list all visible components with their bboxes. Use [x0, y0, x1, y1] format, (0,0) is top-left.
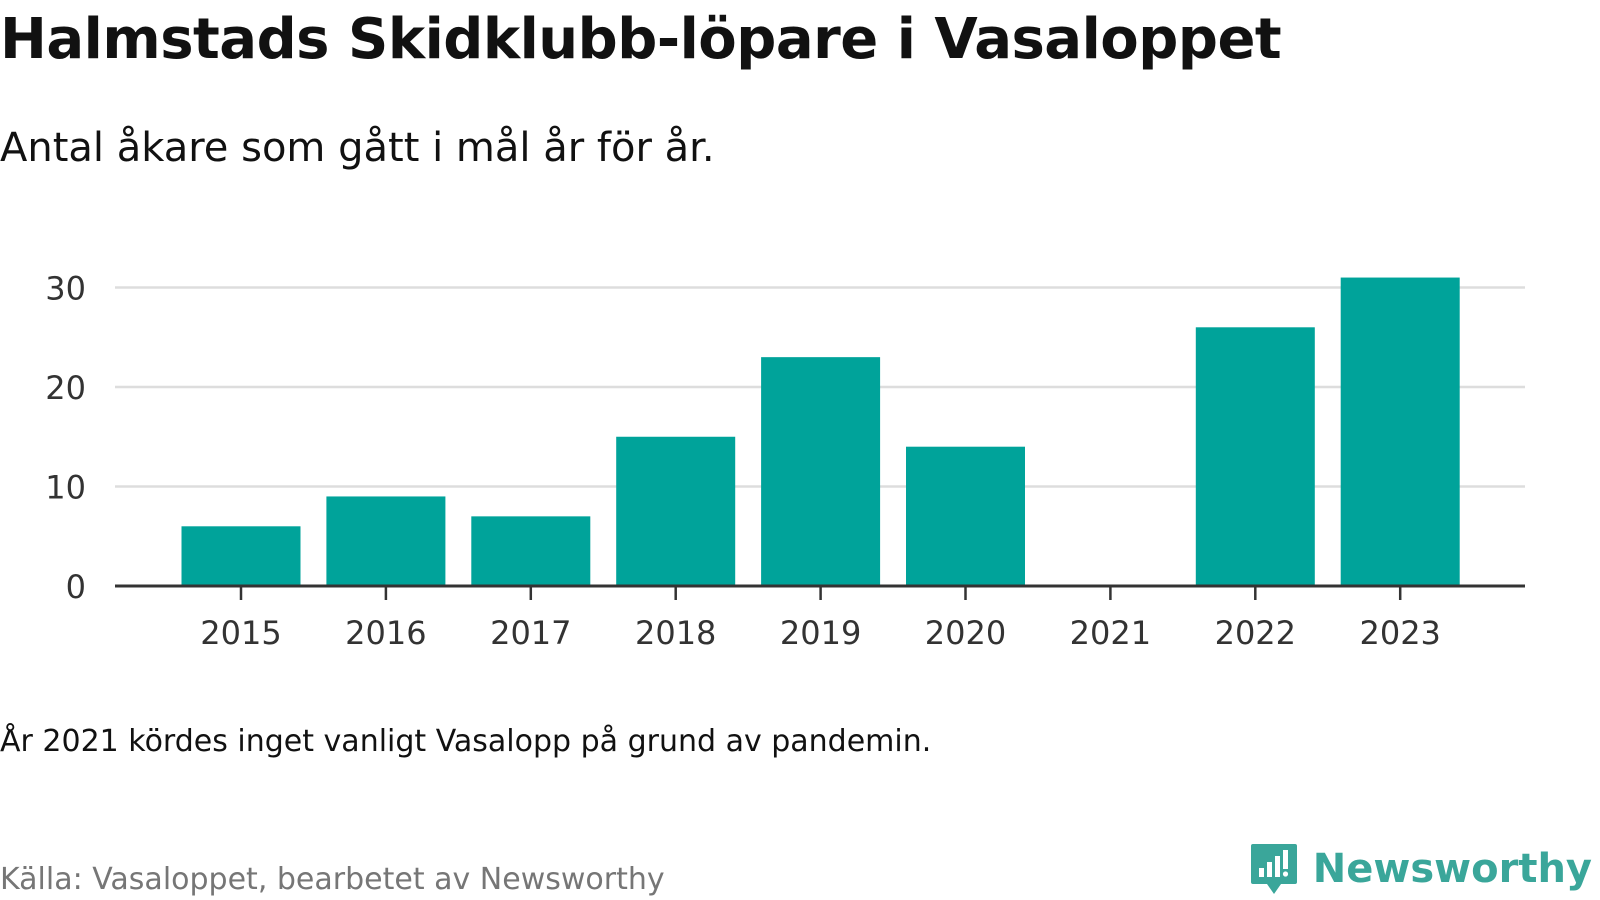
bars: [181, 277, 1460, 586]
bar-2019: [761, 357, 881, 586]
y-tick-label: 10: [45, 469, 86, 507]
y-tick-label: 0: [66, 568, 86, 606]
x-tick-label-2023: 2023: [1359, 614, 1440, 652]
bar-2022: [1195, 327, 1315, 586]
x-tick-label-2022: 2022: [1215, 614, 1296, 652]
bar-2017: [471, 516, 591, 586]
y-tick-label: 30: [45, 270, 86, 308]
x-tick-label-2021: 2021: [1070, 614, 1151, 652]
x-tick-label-2020: 2020: [925, 614, 1006, 652]
chart-footnote: År 2021 kördes inget vanligt Vasalopp på…: [0, 724, 932, 759]
bar-2018: [616, 436, 736, 586]
y-axis-tick-labels: 0 10 20 30: [45, 270, 86, 607]
x-tick-label-2019: 2019: [780, 614, 861, 652]
bar-2015: [181, 526, 301, 586]
chart-title: Halmstads Skidklubb-löpare i Vasaloppet: [0, 7, 1282, 72]
source-credit: Källa: Vasaloppet, bearbetet av Newswort…: [0, 862, 665, 897]
logo-wordmark: Newsworthy: [1312, 846, 1592, 892]
x-tick-label-2015: 2015: [200, 614, 281, 652]
x-tick-label-2018: 2018: [635, 614, 716, 652]
newsworthy-logo-icon: [1250, 844, 1297, 894]
bar-2016: [326, 496, 446, 586]
bar-2023: [1340, 277, 1460, 586]
bar-chart: 0 10 20 30 2015 2016 2017 2018 2019 2020 2021 2022…: [0, 230, 1600, 690]
x-axis-tick-labels: 2015 2016 2017 2018 2019 2020 2021 2022 2023: [200, 614, 1441, 652]
x-tick-label-2017: 2017: [490, 614, 571, 652]
y-tick-label: 20: [45, 369, 86, 407]
chart-subtitle: Antal åkare som gått i mål år för år.: [0, 125, 715, 171]
bar-chart-svg: 0 10 20 30 2015 2016 2017 2018 2019 2020 2021 2022…: [45, 270, 1525, 652]
x-axis: [115, 584, 1525, 600]
newsworthy-logo: Newsworthy: [1249, 842, 1592, 896]
bar-2020: [906, 446, 1025, 586]
x-tick-label-2016: 2016: [345, 614, 426, 652]
